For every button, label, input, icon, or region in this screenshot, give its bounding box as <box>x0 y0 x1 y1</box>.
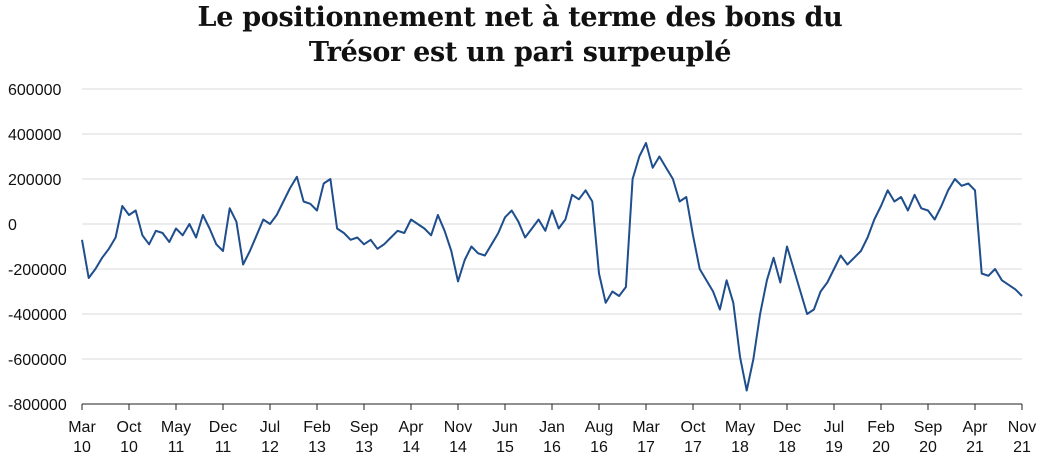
x-tick-label-year: 18 <box>778 439 796 456</box>
x-tick-label-month: May <box>725 419 755 436</box>
x-tick-label-year: 19 <box>825 439 843 456</box>
x-tick-label-month: Apr <box>399 419 425 436</box>
x-tick-label-year: 11 <box>168 439 185 456</box>
y-tick-label: 200000 <box>8 172 61 189</box>
x-tick-label-year: 10 <box>120 439 138 456</box>
y-axis: 600000 400000 200000 0 -200000 -400000 -600000… <box>8 82 67 414</box>
x-tick-label-year: 21 <box>966 439 984 456</box>
chart-title: Le positionnement net à terme des bons d… <box>0 0 1040 70</box>
x-tick-label-year: 13 <box>355 439 373 456</box>
x-tick-label-month: Oct <box>117 419 142 436</box>
x-tick-label-month: Nov <box>444 419 472 436</box>
y-tick-label: 0 <box>8 217 17 234</box>
y-tick-label: 600000 <box>8 82 61 99</box>
x-tick-label-month: Jun <box>492 419 518 436</box>
x-tick-label-year: 16 <box>590 439 608 456</box>
x-tick-label-year: 21 <box>1013 439 1031 456</box>
x-tick-label-month: Dec <box>773 419 801 436</box>
x-tick-label-month: Aug <box>585 419 613 436</box>
series-line <box>81 142 1023 392</box>
x-tick-label-month: Sep <box>350 419 379 436</box>
x-tick-label-year: 17 <box>637 439 655 456</box>
x-tick-label-year: 10 <box>73 439 91 456</box>
x-tick-label-month: Sep <box>914 419 943 436</box>
x-tick-label-year: 14 <box>449 439 467 456</box>
y-tick-label: -800000 <box>8 397 67 414</box>
x-tick-label-year: 12 <box>261 439 279 456</box>
x-tick-label-month: Mar <box>68 419 96 436</box>
x-tick-label-month: Mar <box>632 419 660 436</box>
x-tick-label-month: Feb <box>303 419 331 436</box>
x-tick-label-month: Feb <box>867 419 895 436</box>
x-axis: Mar 10 Oct 10 May 11 Dec 11 Jul 12 Feb 13 Sep 13 Apr 14… <box>68 403 1036 456</box>
x-tick-label-year: 13 <box>308 439 326 456</box>
y-tick-label: -200000 <box>8 262 67 279</box>
chart-title-line-1: Le positionnement net à terme des bons d… <box>197 2 843 33</box>
y-tick-label: 400000 <box>8 127 61 144</box>
x-tick-label-year: 18 <box>731 439 749 456</box>
x-tick-label-month: May <box>161 419 191 436</box>
chart-title-line-2: Trésor est un pari surpeuplé <box>308 37 732 68</box>
x-tick-label-month: Jan <box>539 419 565 436</box>
x-tick-label-year: 15 <box>496 439 514 456</box>
x-tick-label-month: Jul <box>260 419 280 436</box>
x-tick-label-year: 14 <box>402 439 420 456</box>
series-group <box>81 142 1023 392</box>
y-tick-label: -600000 <box>8 352 67 369</box>
x-tick-label-month: Oct <box>681 419 706 436</box>
x-tick-label-month: Nov <box>1008 419 1036 436</box>
x-tick-label-year: 20 <box>919 439 937 456</box>
x-tick-label-month: Apr <box>963 419 989 436</box>
x-tick-label-year: 17 <box>684 439 702 456</box>
y-tick-label: -400000 <box>8 307 67 324</box>
x-tick-label-month: Jul <box>824 419 844 436</box>
x-tick-label-month: Dec <box>209 419 237 436</box>
x-tick-label-year: 20 <box>872 439 890 456</box>
x-tick-label-year: 16 <box>543 439 561 456</box>
x-tick-label-year: 11 <box>215 439 232 456</box>
